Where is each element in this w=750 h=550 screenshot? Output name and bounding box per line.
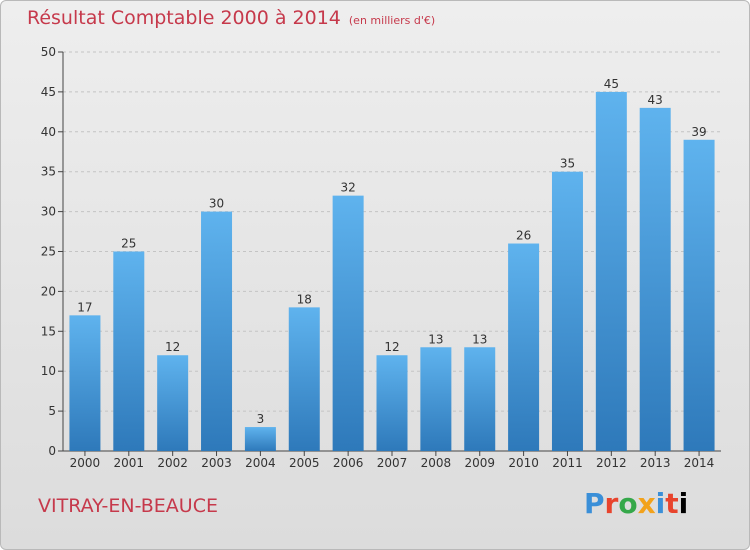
bar-2004	[244, 427, 276, 451]
logo-letter: t	[665, 487, 679, 520]
data-label-2007: 12	[384, 340, 399, 354]
data-labels: 17 25 12 30 3 18 32 12 13 13 26 35 45 43 39	[77, 77, 706, 426]
x-tick-label-2006: 2006	[333, 456, 364, 470]
x-tick-label-2005: 2005	[289, 456, 320, 470]
tick-labels: 0 5 10 15 20 25 30 35 40 45 50 2000 2001 2002 2003 2004…	[41, 45, 715, 470]
y-tick-label: 5	[48, 404, 56, 418]
logo-letter: i	[655, 487, 666, 520]
bar-2006	[332, 195, 364, 451]
bar-2009	[464, 347, 496, 451]
chart-title: Résultat Comptable 2000 à 2014 (en millie…	[27, 7, 435, 29]
bar-2000	[69, 315, 101, 451]
y-tick-label: 10	[41, 364, 56, 378]
x-tick-label-2010: 2010	[508, 456, 539, 470]
data-label-2005: 18	[297, 292, 312, 306]
data-label-2013: 43	[648, 93, 663, 107]
data-label-2002: 12	[165, 340, 180, 354]
x-tick-label-2011: 2011	[552, 456, 583, 470]
x-tick-label-2000: 2000	[70, 456, 101, 470]
data-label-2012: 45	[604, 77, 619, 91]
y-tick-label: 50	[41, 45, 56, 59]
data-label-2004: 3	[257, 412, 265, 426]
y-tick-label: 25	[41, 245, 56, 259]
logo-letter: o	[618, 487, 638, 520]
bar-2012	[595, 91, 627, 452]
bar-2005	[288, 307, 320, 451]
y-tick-label: 40	[41, 125, 56, 139]
bar-2014	[683, 139, 715, 451]
y-tick-label: 15	[41, 324, 56, 338]
bar-2001	[113, 251, 145, 451]
bar-2002	[157, 355, 189, 451]
bar-2003	[201, 211, 233, 451]
x-tick-label-2004: 2004	[245, 456, 276, 470]
x-tick-label-2008: 2008	[421, 456, 452, 470]
data-label-2010: 26	[516, 229, 531, 243]
x-tick-label-2003: 2003	[201, 456, 232, 470]
x-tick-label-2001: 2001	[114, 456, 145, 470]
data-label-2003: 30	[209, 197, 224, 211]
commune-name: VITRAY-EN-BEAUCE	[38, 495, 218, 517]
data-label-2009: 13	[472, 332, 487, 346]
x-tick-label-2002: 2002	[157, 456, 188, 470]
y-tick-label: 20	[41, 284, 56, 298]
x-tick-label-2007: 2007	[377, 456, 408, 470]
x-tick-label-2012: 2012	[596, 456, 627, 470]
bar-2011	[551, 171, 583, 451]
data-label-2011: 35	[560, 157, 575, 171]
x-tick-label-2013: 2013	[640, 456, 671, 470]
bars	[69, 91, 715, 452]
data-label-2001: 25	[121, 237, 136, 251]
bar-2008	[420, 347, 452, 451]
logo-letter: i	[678, 487, 689, 520]
y-tick-label: 35	[41, 165, 56, 179]
y-tick-label: 30	[41, 205, 56, 219]
data-label-2006: 32	[340, 181, 355, 195]
chart-title-text: Résultat Comptable 2000 à 2014	[27, 7, 341, 29]
data-label-2008: 13	[428, 332, 443, 346]
data-label-2014: 39	[691, 125, 706, 139]
data-label-2000: 17	[77, 300, 92, 314]
x-tick-label-2009: 2009	[464, 456, 495, 470]
logo-letter: x	[637, 487, 656, 520]
proxiti-logo: Proxiti	[584, 487, 688, 520]
y-tick-label: 45	[41, 85, 56, 99]
logo-letter: r	[604, 487, 619, 520]
chart-subtitle: (en milliers d'€)	[348, 14, 436, 27]
logo-letter: P	[584, 487, 605, 520]
y-tick-label: 0	[48, 444, 56, 458]
bar-2013	[639, 107, 671, 452]
bar-2010	[508, 243, 540, 451]
x-tick-label-2014: 2014	[684, 456, 715, 470]
bar-2007	[376, 355, 408, 451]
